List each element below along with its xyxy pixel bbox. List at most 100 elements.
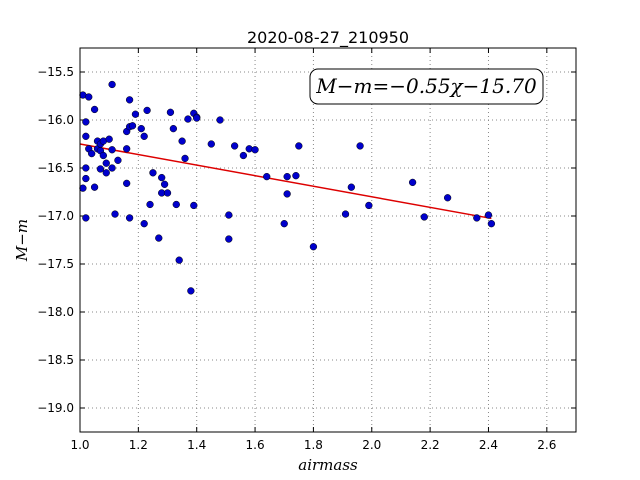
data-point [102, 169, 110, 177]
data-point [365, 201, 373, 210]
data-point [111, 210, 119, 218]
x-tick-label: 2.4 [479, 438, 498, 452]
x-tick-label: 1.0 [70, 438, 89, 452]
data-point [79, 184, 87, 192]
data-point [137, 124, 145, 133]
plot-area: 1.0 1.2 1.4 1.6 1.8 2.0 2.2 2.4 2.6 −15.5−16.0−1… [37, 47, 577, 452]
x-tick-label: 1.2 [129, 438, 148, 452]
data-point [149, 169, 157, 177]
data-point [123, 145, 131, 153]
data-point [251, 146, 259, 154]
data-point [146, 200, 154, 209]
data-point [420, 213, 428, 221]
x-tick-label: 1.4 [187, 438, 206, 452]
annotation-text: M−m=−0.55χ−15.70 [315, 74, 537, 98]
data-points [79, 80, 496, 295]
data-point [193, 114, 201, 122]
data-point [143, 106, 151, 115]
data-point [169, 124, 178, 133]
data-point [131, 110, 140, 118]
data-point [108, 146, 116, 154]
data-point [408, 178, 417, 187]
data-point [123, 179, 131, 188]
data-point [88, 149, 96, 158]
y-tick-label: −18.5 [37, 353, 74, 367]
data-point [356, 142, 364, 150]
x-tick-label: 2.6 [537, 438, 556, 452]
data-point [82, 214, 90, 222]
data-point [140, 220, 148, 228]
data-point [96, 165, 105, 173]
data-point [82, 118, 90, 126]
data-point [163, 189, 172, 197]
data-point [280, 220, 288, 228]
chart-title: 2020-08-27_210950 [247, 28, 409, 48]
fit-annotation: M−m=−0.55χ−15.70 [309, 68, 544, 105]
data-point [216, 116, 224, 124]
annotation-box [309, 68, 544, 105]
data-point [155, 234, 163, 242]
data-point [263, 172, 271, 181]
x-axis-label: airmass [298, 456, 358, 474]
data-point [309, 243, 318, 251]
y-tick-label: −19.0 [37, 401, 74, 415]
data-point [85, 93, 93, 101]
y-tick-label: −16.0 [37, 113, 74, 127]
data-point [239, 151, 248, 160]
x-tick-label: 1.8 [304, 438, 323, 452]
y-axis-label: M−m [13, 219, 31, 262]
data-point [184, 115, 192, 123]
data-point [160, 180, 169, 188]
data-point [473, 214, 481, 222]
data-point [114, 156, 122, 164]
data-point [283, 190, 291, 198]
data-point [181, 154, 189, 163]
data-point [190, 201, 198, 210]
data-point [140, 132, 148, 140]
data-point [99, 151, 107, 160]
data-point [158, 173, 166, 182]
data-point [225, 211, 233, 219]
data-point [90, 183, 99, 191]
data-point [187, 287, 195, 295]
y-tick-label: −18.0 [37, 305, 74, 319]
x-tick-label: 2.0 [362, 438, 381, 452]
data-point [172, 200, 180, 209]
data-point [443, 194, 452, 202]
y-tick-label: −16.5 [37, 161, 74, 175]
data-point [484, 211, 493, 219]
data-point [175, 256, 183, 264]
plot-frame [80, 48, 576, 432]
data-point [207, 140, 215, 148]
data-point [102, 159, 110, 167]
data-point [108, 164, 116, 172]
data-point [230, 142, 239, 150]
data-point [125, 214, 134, 222]
data-point [166, 108, 175, 116]
data-point [128, 122, 137, 130]
fit-line-group [79, 143, 492, 220]
data-point [82, 132, 90, 140]
y-axis-ticks: −15.5 −16.0 −16.5 −17.0 −17.5 −18.0 −18.5 −19.0 [37, 65, 576, 415]
fit-line [79, 143, 492, 220]
data-point [125, 96, 134, 104]
data-point [487, 220, 496, 228]
data-point [347, 183, 355, 191]
data-point [295, 142, 303, 150]
x-tick-label: 2.2 [421, 438, 440, 452]
data-point [292, 172, 300, 180]
data-point [108, 80, 116, 89]
y-tick-label: −15.5 [37, 65, 74, 79]
data-point [90, 105, 99, 114]
data-point [178, 137, 186, 145]
y-tick-label: −17.5 [37, 257, 74, 271]
plot-border [79, 47, 577, 433]
x-tick-label: 1.6 [246, 438, 265, 452]
data-point [105, 135, 113, 143]
data-point [225, 235, 233, 243]
y-tick-label: −17.0 [37, 209, 74, 223]
data-point [341, 210, 350, 218]
data-point [283, 172, 291, 181]
data-point [82, 164, 90, 172]
